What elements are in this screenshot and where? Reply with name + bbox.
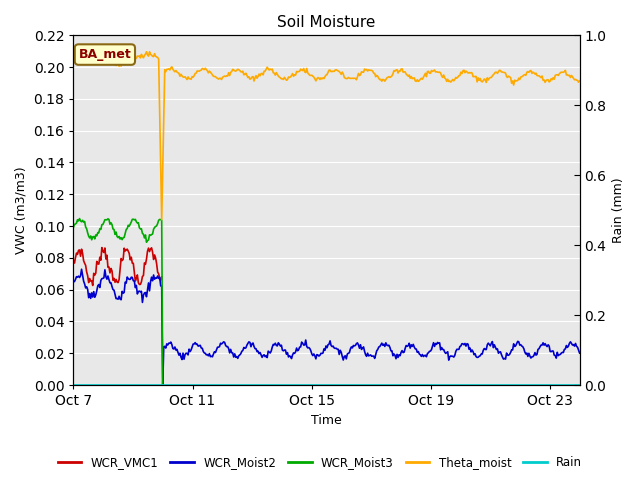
Legend: WCR_VMC1, WCR_Moist2, WCR_Moist3, Theta_moist, Rain: WCR_VMC1, WCR_Moist2, WCR_Moist3, Theta_… [53, 452, 587, 474]
X-axis label: Time: Time [311, 414, 342, 427]
Y-axis label: VWC (m3/m3): VWC (m3/m3) [15, 167, 28, 254]
Y-axis label: Rain (mm): Rain (mm) [612, 178, 625, 243]
Text: BA_met: BA_met [79, 48, 131, 61]
Title: Soil Moisture: Soil Moisture [277, 15, 376, 30]
